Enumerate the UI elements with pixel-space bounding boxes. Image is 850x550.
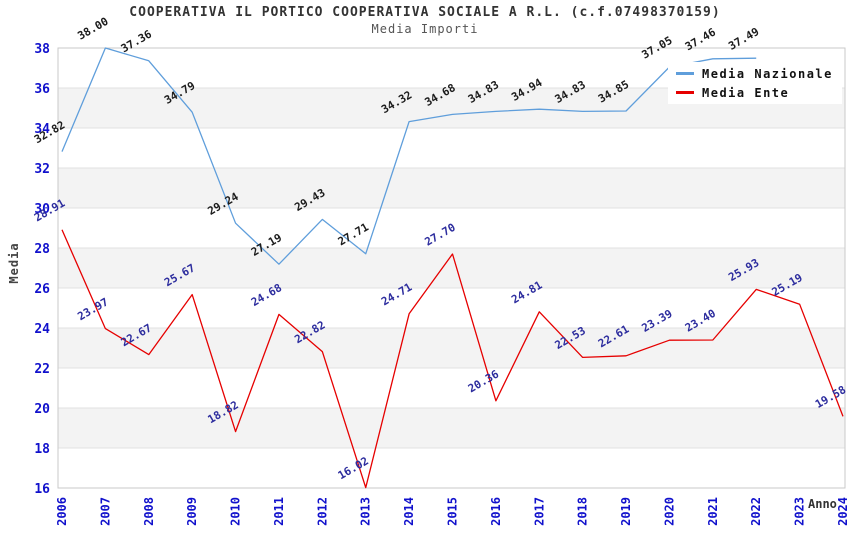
plot-border bbox=[57, 47, 846, 489]
y-tick-label: 30 bbox=[34, 202, 50, 217]
y-tick-label: 38 bbox=[34, 42, 50, 57]
y-tick-label: 16 bbox=[34, 482, 50, 497]
legend-swatch-nazionale-icon bbox=[676, 72, 694, 75]
x-tick-label: 2012 bbox=[315, 497, 329, 526]
x-tick-label: 2008 bbox=[142, 497, 156, 526]
x-tick-label: 2015 bbox=[446, 497, 460, 526]
band bbox=[58, 168, 845, 208]
y-tick-label: 26 bbox=[34, 282, 50, 297]
series-line-media-nazionale bbox=[61, 47, 757, 265]
x-tick-label: 2014 bbox=[402, 497, 416, 526]
legend-swatch-ente-icon bbox=[676, 91, 694, 94]
y-tick-label: 24 bbox=[34, 322, 50, 337]
x-tick-label: 2010 bbox=[229, 497, 243, 526]
x-tick-label: 2024 bbox=[836, 497, 850, 526]
band bbox=[58, 288, 845, 328]
y-axis-title: Media bbox=[7, 242, 21, 284]
y-tick-label: 18 bbox=[34, 442, 50, 457]
y-tick-label: 36 bbox=[34, 82, 50, 97]
x-tick-label: 2023 bbox=[793, 497, 807, 526]
y-tick-label: 32 bbox=[34, 162, 50, 177]
y-tick-label: 20 bbox=[34, 402, 50, 417]
chart-title: COOPERATIVA IL PORTICO COOPERATIVA SOCIA… bbox=[129, 5, 721, 20]
series-line-media-ente bbox=[61, 229, 844, 489]
band bbox=[58, 208, 845, 248]
legend-item-media-ente: Media Ente bbox=[676, 86, 842, 100]
band bbox=[58, 128, 845, 168]
chart-subtitle: Media Importi bbox=[371, 22, 479, 36]
x-tick-label: 2022 bbox=[749, 497, 763, 526]
plot-bands bbox=[58, 48, 845, 488]
y-tick-label: 28 bbox=[34, 242, 50, 257]
x-tick-labels: 2006 2007 2008 2009 2010 2011 2012 2013 2014 2015… bbox=[55, 497, 850, 526]
y-tick-label: 34 bbox=[34, 122, 50, 137]
x-tick-label: 2011 bbox=[272, 497, 286, 526]
legend-label-nazionale: Media Nazionale bbox=[702, 66, 833, 81]
line-segment bbox=[61, 47, 757, 265]
legend-label-ente: Media Ente bbox=[702, 85, 790, 100]
band bbox=[58, 448, 845, 488]
x-tick-label: 2019 bbox=[619, 497, 633, 526]
band bbox=[58, 408, 845, 448]
line-segment bbox=[61, 229, 844, 489]
x-tick-label: 2016 bbox=[489, 497, 503, 526]
legend-item-media-nazionale: Media Nazionale bbox=[676, 67, 842, 81]
band bbox=[58, 328, 845, 368]
band bbox=[58, 368, 845, 408]
y-tick-label: 22 bbox=[34, 362, 50, 377]
x-tick-label: 2009 bbox=[185, 497, 199, 526]
x-tick-label: 2021 bbox=[706, 497, 720, 526]
x-tick-label: 2007 bbox=[98, 497, 112, 526]
x-tick-label: 2018 bbox=[576, 497, 590, 526]
x-tick-label: 2020 bbox=[662, 497, 676, 526]
x-tick-label: 2006 bbox=[55, 497, 69, 526]
y-tick-labels: 16 18 20 22 24 26 28 30 32 34 36 38 bbox=[34, 42, 50, 497]
x-axis-title: Anno bbox=[808, 497, 837, 511]
legend: Media Nazionale Media Ente bbox=[668, 62, 842, 104]
x-tick-label: 2013 bbox=[359, 497, 373, 526]
x-tick-label: 2017 bbox=[532, 497, 546, 526]
data-label: 38.00 bbox=[75, 15, 110, 43]
